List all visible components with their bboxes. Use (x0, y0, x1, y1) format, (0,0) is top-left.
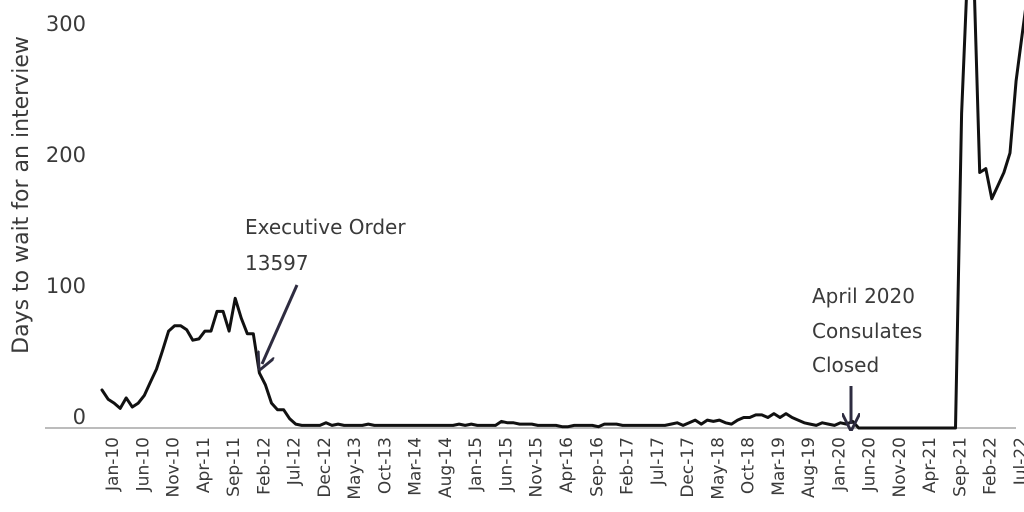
annotation-eo-arrow (262, 284, 299, 364)
x-tick-label: Nov-20 (890, 437, 910, 498)
x-tick-label: Dec-12 (315, 437, 335, 498)
x-tick-label: Jun-20 (860, 437, 880, 492)
x-tick-label: Mar-19 (769, 437, 789, 496)
y-tick-label: 300 (46, 12, 86, 36)
x-tick-label: Feb-12 (254, 437, 274, 495)
x-tick-label: Feb-17 (618, 437, 638, 495)
x-tick-label: May-18 (708, 437, 728, 500)
annotation-covid-line-3: Closed (812, 353, 879, 377)
y-tick-label: 100 (46, 274, 86, 298)
annotation-consulates-closed: April 2020 Consulates Closed (812, 284, 922, 424)
x-tick-label: Sep-21 (951, 437, 971, 497)
x-tick-label: Oct-13 (375, 437, 395, 494)
annotation-executive-order: Executive Order 13597 (245, 215, 406, 364)
x-tick-label: May-13 (345, 437, 365, 500)
annotation-covid-line-2: Consulates (812, 319, 922, 343)
annotation-covid-line-1: April 2020 (812, 284, 915, 308)
y-tick-label: 200 (46, 143, 86, 167)
x-tick-label: Apr-11 (194, 437, 214, 493)
x-tick-label: Dec-17 (678, 437, 698, 498)
x-tick-label: Sep-11 (224, 437, 244, 497)
x-tick-label: Sep-16 (587, 437, 607, 497)
x-tick-label: Jun-10 (133, 437, 153, 492)
annotation-eo-line-2: 13597 (245, 251, 309, 275)
y-axis-ticks: 0 100 200 300 (46, 12, 86, 429)
x-axis-ticks: Jan-10 Jun-10 Nov-10 Apr-11 Sep-11 Feb-12 Jul-… (103, 437, 1024, 500)
x-tick-label: Nov-10 (164, 437, 184, 498)
x-tick-label: Jul-17 (648, 437, 668, 486)
x-tick-label: Oct-18 (739, 437, 759, 494)
x-tick-label: Feb-22 (981, 437, 1001, 495)
x-tick-label: Jan-10 (103, 437, 123, 492)
x-tick-label: Nov-15 (527, 437, 547, 498)
x-tick-label: Aug-19 (799, 437, 819, 498)
x-tick-label: Mar-14 (406, 437, 426, 496)
x-tick-label: Aug-14 (436, 437, 456, 498)
x-tick-label: Jan-20 (829, 437, 849, 492)
y-tick-label: 0 (73, 405, 86, 429)
x-tick-label: Jul-12 (285, 437, 305, 486)
x-tick-label: Apr-16 (557, 437, 577, 493)
wait-days-line (100, 0, 1024, 430)
x-tick-label: Jul-22 (1011, 437, 1024, 486)
y-axis-label: Days to wait for an interview (9, 36, 34, 354)
x-tick-label: Jan-15 (466, 437, 486, 492)
annotation-eo-line-1: Executive Order (245, 215, 406, 239)
x-tick-label: Apr-21 (920, 437, 940, 493)
x-tick-label: Jun-15 (497, 437, 517, 492)
